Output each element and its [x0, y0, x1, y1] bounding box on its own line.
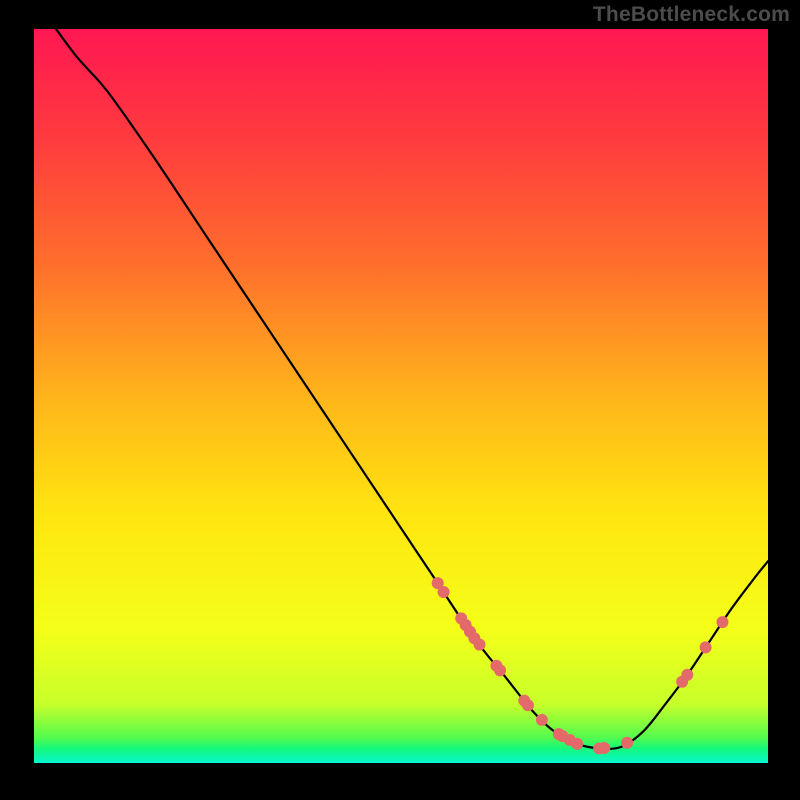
- data-marker: [700, 641, 712, 653]
- watermark-text: TheBottleneck.com: [593, 3, 790, 27]
- data-marker: [621, 737, 633, 749]
- chart-svg: [34, 29, 768, 763]
- data-marker: [536, 714, 548, 726]
- data-marker: [598, 742, 610, 754]
- gradient-background: [34, 29, 768, 763]
- data-marker: [474, 639, 486, 651]
- chart-container: [34, 29, 768, 763]
- data-marker: [716, 616, 728, 628]
- data-marker: [494, 664, 506, 676]
- data-marker: [681, 669, 693, 681]
- data-marker: [522, 699, 534, 711]
- data-marker: [571, 738, 583, 750]
- data-marker: [438, 586, 450, 598]
